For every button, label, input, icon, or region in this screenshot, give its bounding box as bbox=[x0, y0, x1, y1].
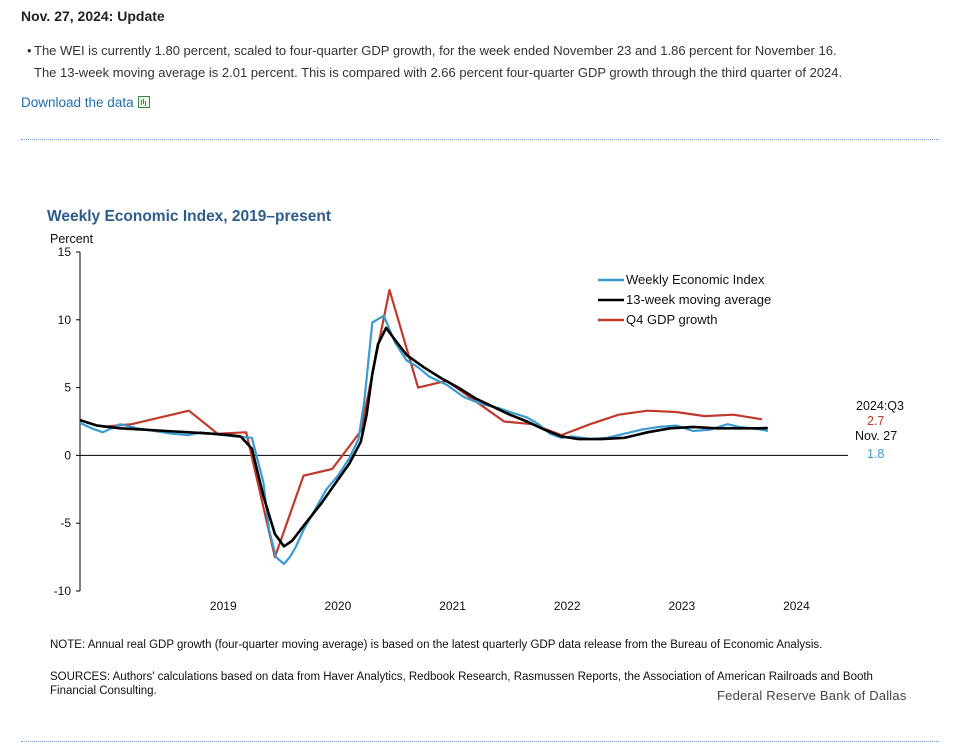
x-tick-label: 2019 bbox=[210, 599, 237, 613]
series-line-1 bbox=[79, 326, 768, 548]
spreadsheet-icon[interactable] bbox=[137, 96, 150, 108]
y-tick-label: -5 bbox=[60, 516, 71, 530]
download-data-link[interactable]: Download the data bbox=[21, 95, 150, 110]
x-tick-label: 2022 bbox=[554, 599, 581, 613]
legend-label: 13-week moving average bbox=[626, 292, 771, 307]
wei-date-label: Nov. 27 bbox=[855, 429, 897, 443]
y-tick-label: 0 bbox=[64, 448, 71, 462]
x-tick-label: 2020 bbox=[325, 599, 352, 613]
gdp-value-label: 2.7 bbox=[867, 414, 884, 428]
update-title: Nov. 27, 2024: Update bbox=[21, 8, 165, 24]
chart-note: NOTE: Annual real GDP growth (four-quart… bbox=[50, 639, 823, 651]
gdp-period-label: 2024:Q3 bbox=[856, 399, 904, 413]
y-tick-label: 10 bbox=[58, 313, 72, 327]
credit-text: Federal Reserve Bank of Dallas bbox=[717, 688, 907, 703]
legend-label: Q4 GDP growth bbox=[626, 312, 718, 327]
series-line-0 bbox=[79, 314, 769, 566]
update-text-line2: The 13-week moving average is 2.01 perce… bbox=[34, 65, 843, 80]
download-data-label[interactable]: Download the data bbox=[21, 95, 134, 110]
chart-axes: 15 10 5 0 -5 -10 2019 2020 2021 2022 2023 2024 bbox=[54, 245, 848, 613]
update-bullet: • The WEI is currently 1.80 percent, sca… bbox=[27, 40, 949, 84]
y-tick-label: 5 bbox=[64, 381, 71, 395]
chart-legend: Weekly Economic Index 13-week moving aver… bbox=[598, 272, 771, 327]
divider-bottom bbox=[21, 741, 939, 742]
series-line-2 bbox=[102, 288, 763, 559]
chart-series bbox=[79, 288, 769, 566]
divider-top bbox=[21, 139, 939, 140]
x-tick-label: 2024 bbox=[783, 599, 810, 613]
chart-title: Weekly Economic Index, 2019–present bbox=[47, 208, 332, 225]
bullet-dot: • bbox=[27, 43, 32, 58]
x-tick-label: 2023 bbox=[668, 599, 695, 613]
y-tick-label: -10 bbox=[54, 584, 72, 598]
wei-value-label: 1.8 bbox=[867, 447, 884, 461]
x-tick-label: 2021 bbox=[439, 599, 466, 613]
legend-label: Weekly Economic Index bbox=[626, 272, 765, 287]
y-axis-label: Percent bbox=[50, 232, 94, 246]
update-text-line1: The WEI is currently 1.80 percent, scale… bbox=[34, 43, 837, 58]
chart-sources: SOURCES: Authors' calculations based on … bbox=[50, 671, 873, 697]
y-tick-label: 15 bbox=[58, 245, 72, 259]
wei-line-chart: 15 10 5 0 -5 -10 2019 2020 2021 2022 2023 2024 Week… bbox=[54, 245, 904, 613]
